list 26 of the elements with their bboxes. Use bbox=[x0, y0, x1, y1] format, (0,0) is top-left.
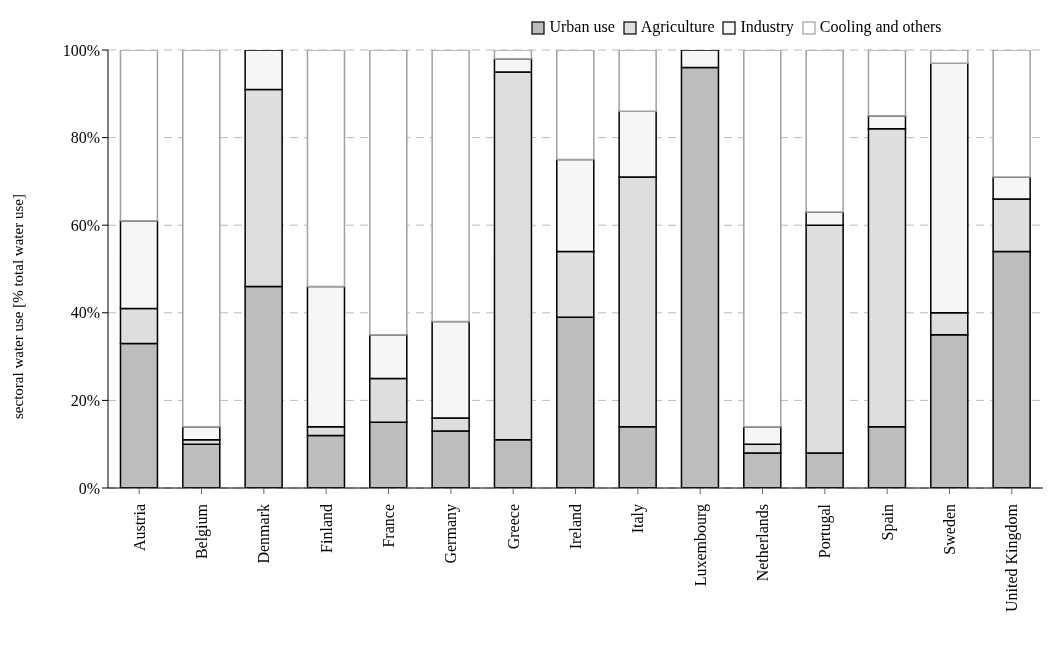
legend-label: Cooling and others bbox=[819, 18, 942, 35]
legend-label: Industry bbox=[740, 18, 794, 35]
x-tick-label: France bbox=[380, 504, 397, 548]
x-tick-label: United Kingdom bbox=[1003, 503, 1022, 612]
x-tick-label: Italy bbox=[629, 504, 648, 534]
y-tick-label: 0% bbox=[78, 479, 100, 497]
y-tick-label: 80% bbox=[70, 129, 100, 147]
y-tick-label: 20% bbox=[70, 392, 100, 410]
x-tick-label: Greece bbox=[504, 504, 522, 550]
y-axis-title: sectoral water use [% total water use] bbox=[10, 194, 27, 419]
y-tick-label: 60% bbox=[70, 216, 100, 234]
y-tick-label: 100% bbox=[62, 41, 100, 59]
x-tick-label: Spain bbox=[878, 504, 897, 541]
x-tick-label: Ireland bbox=[567, 504, 584, 550]
x-tick-label: Belgium bbox=[193, 503, 211, 560]
x-tick-label: Austria bbox=[130, 504, 148, 552]
x-tick-label: Finland bbox=[317, 504, 335, 553]
x-tick-label: Sweden bbox=[941, 504, 958, 555]
x-tick-label: Portugal bbox=[816, 503, 835, 559]
x-tick-label: Denmark bbox=[255, 504, 273, 564]
x-tick-label: Luxembourg bbox=[691, 504, 710, 587]
x-tick-label: Germany bbox=[442, 504, 461, 564]
y-tick-label: 40% bbox=[70, 304, 100, 322]
legend-label: Urban use bbox=[549, 18, 615, 35]
legend-label: Agriculture bbox=[640, 18, 715, 35]
x-tick-label: Netherlands bbox=[754, 504, 771, 582]
